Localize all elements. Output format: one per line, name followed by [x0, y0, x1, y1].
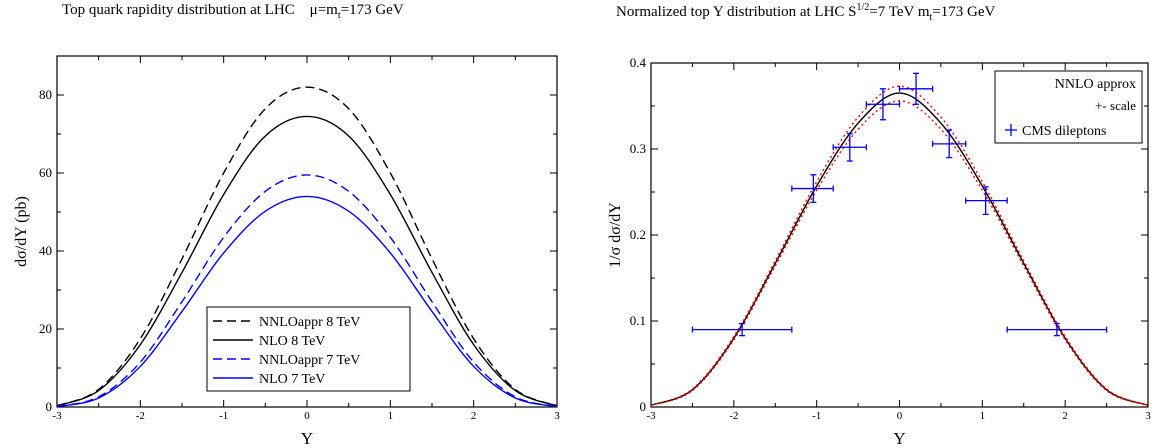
right-legend-label: NNLO approx	[1055, 77, 1136, 92]
left-chart-y-tick-label: 80	[39, 87, 52, 102]
left-chart-x-tick-label: 3	[554, 410, 560, 422]
series-line-solid	[56, 115, 558, 407]
right-chart-y-tick-label: 0.4	[630, 55, 647, 70]
left-chart-y-tick-label: 20	[39, 321, 52, 336]
left-chart-title: Top quark rapidity distribution at LHC μ…	[62, 2, 404, 21]
left-chart-x-tick-label: -1	[219, 410, 228, 422]
left-chart-y-tick-label: 0	[46, 399, 53, 414]
left-chart-y-tick-label: 40	[39, 243, 52, 258]
right-chart-x-axis-label: Y	[893, 429, 905, 448]
right-chart-x-tick-label: -3	[646, 410, 656, 422]
right-legend-label: +- scale	[1095, 98, 1136, 113]
left-chart-x-axis-label: Y	[301, 429, 313, 448]
left-legend-label: NLO 8 TeV	[259, 334, 325, 349]
left-chart-x-tick-label: -2	[136, 410, 145, 422]
right-legend-label: CMS dileptons	[1022, 124, 1106, 139]
left-chart-x-tick-label: 2	[471, 410, 477, 422]
right-chart-y-tick-label: 0.2	[630, 227, 646, 242]
left-chart-y-axis-label: dσ/dY (pb)	[13, 196, 30, 267]
series-line-dotted	[650, 100, 1149, 406]
left-legend-label: NNLOappr 7 TeV	[259, 353, 360, 368]
right-chart-x-tick-label: 0	[897, 410, 903, 422]
right-chart-title: Normalized top Y distribution at LHC S1/…	[616, 2, 996, 23]
left-chart-y-tick-label: 60	[39, 165, 52, 180]
left-legend-label: NNLOappr 8 TeV	[259, 315, 360, 330]
right-chart-y-tick-label: 0.3	[630, 141, 646, 156]
right-chart-x-tick-label: 1	[980, 410, 986, 422]
left-chart-x-tick-label: 0	[304, 410, 310, 422]
right-chart-y-axis-label: 1/σ dσ/dY	[607, 202, 624, 268]
right-legend-box	[994, 70, 1143, 144]
series-line-dashed	[56, 86, 558, 407]
series-line-solid	[56, 195, 558, 408]
left-legend-box	[206, 306, 411, 392]
series-line-dashed	[56, 174, 558, 408]
right-chart-y-tick-label: 0	[640, 399, 647, 414]
left-legend-label: NLO 7 TeV	[259, 372, 325, 387]
right-chart-y-tick-label: 0.1	[630, 313, 646, 328]
right-chart-x-tick-label: 3	[1145, 410, 1151, 422]
series-line-solid	[650, 92, 1149, 406]
right-chart-x-tick-label: 2	[1062, 410, 1068, 422]
left-chart-x-tick-label: -3	[52, 410, 62, 422]
right-chart-x-tick-label: -1	[812, 410, 821, 422]
left-chart-x-tick-label: 1	[388, 410, 394, 422]
right-chart-x-tick-label: -2	[729, 410, 738, 422]
